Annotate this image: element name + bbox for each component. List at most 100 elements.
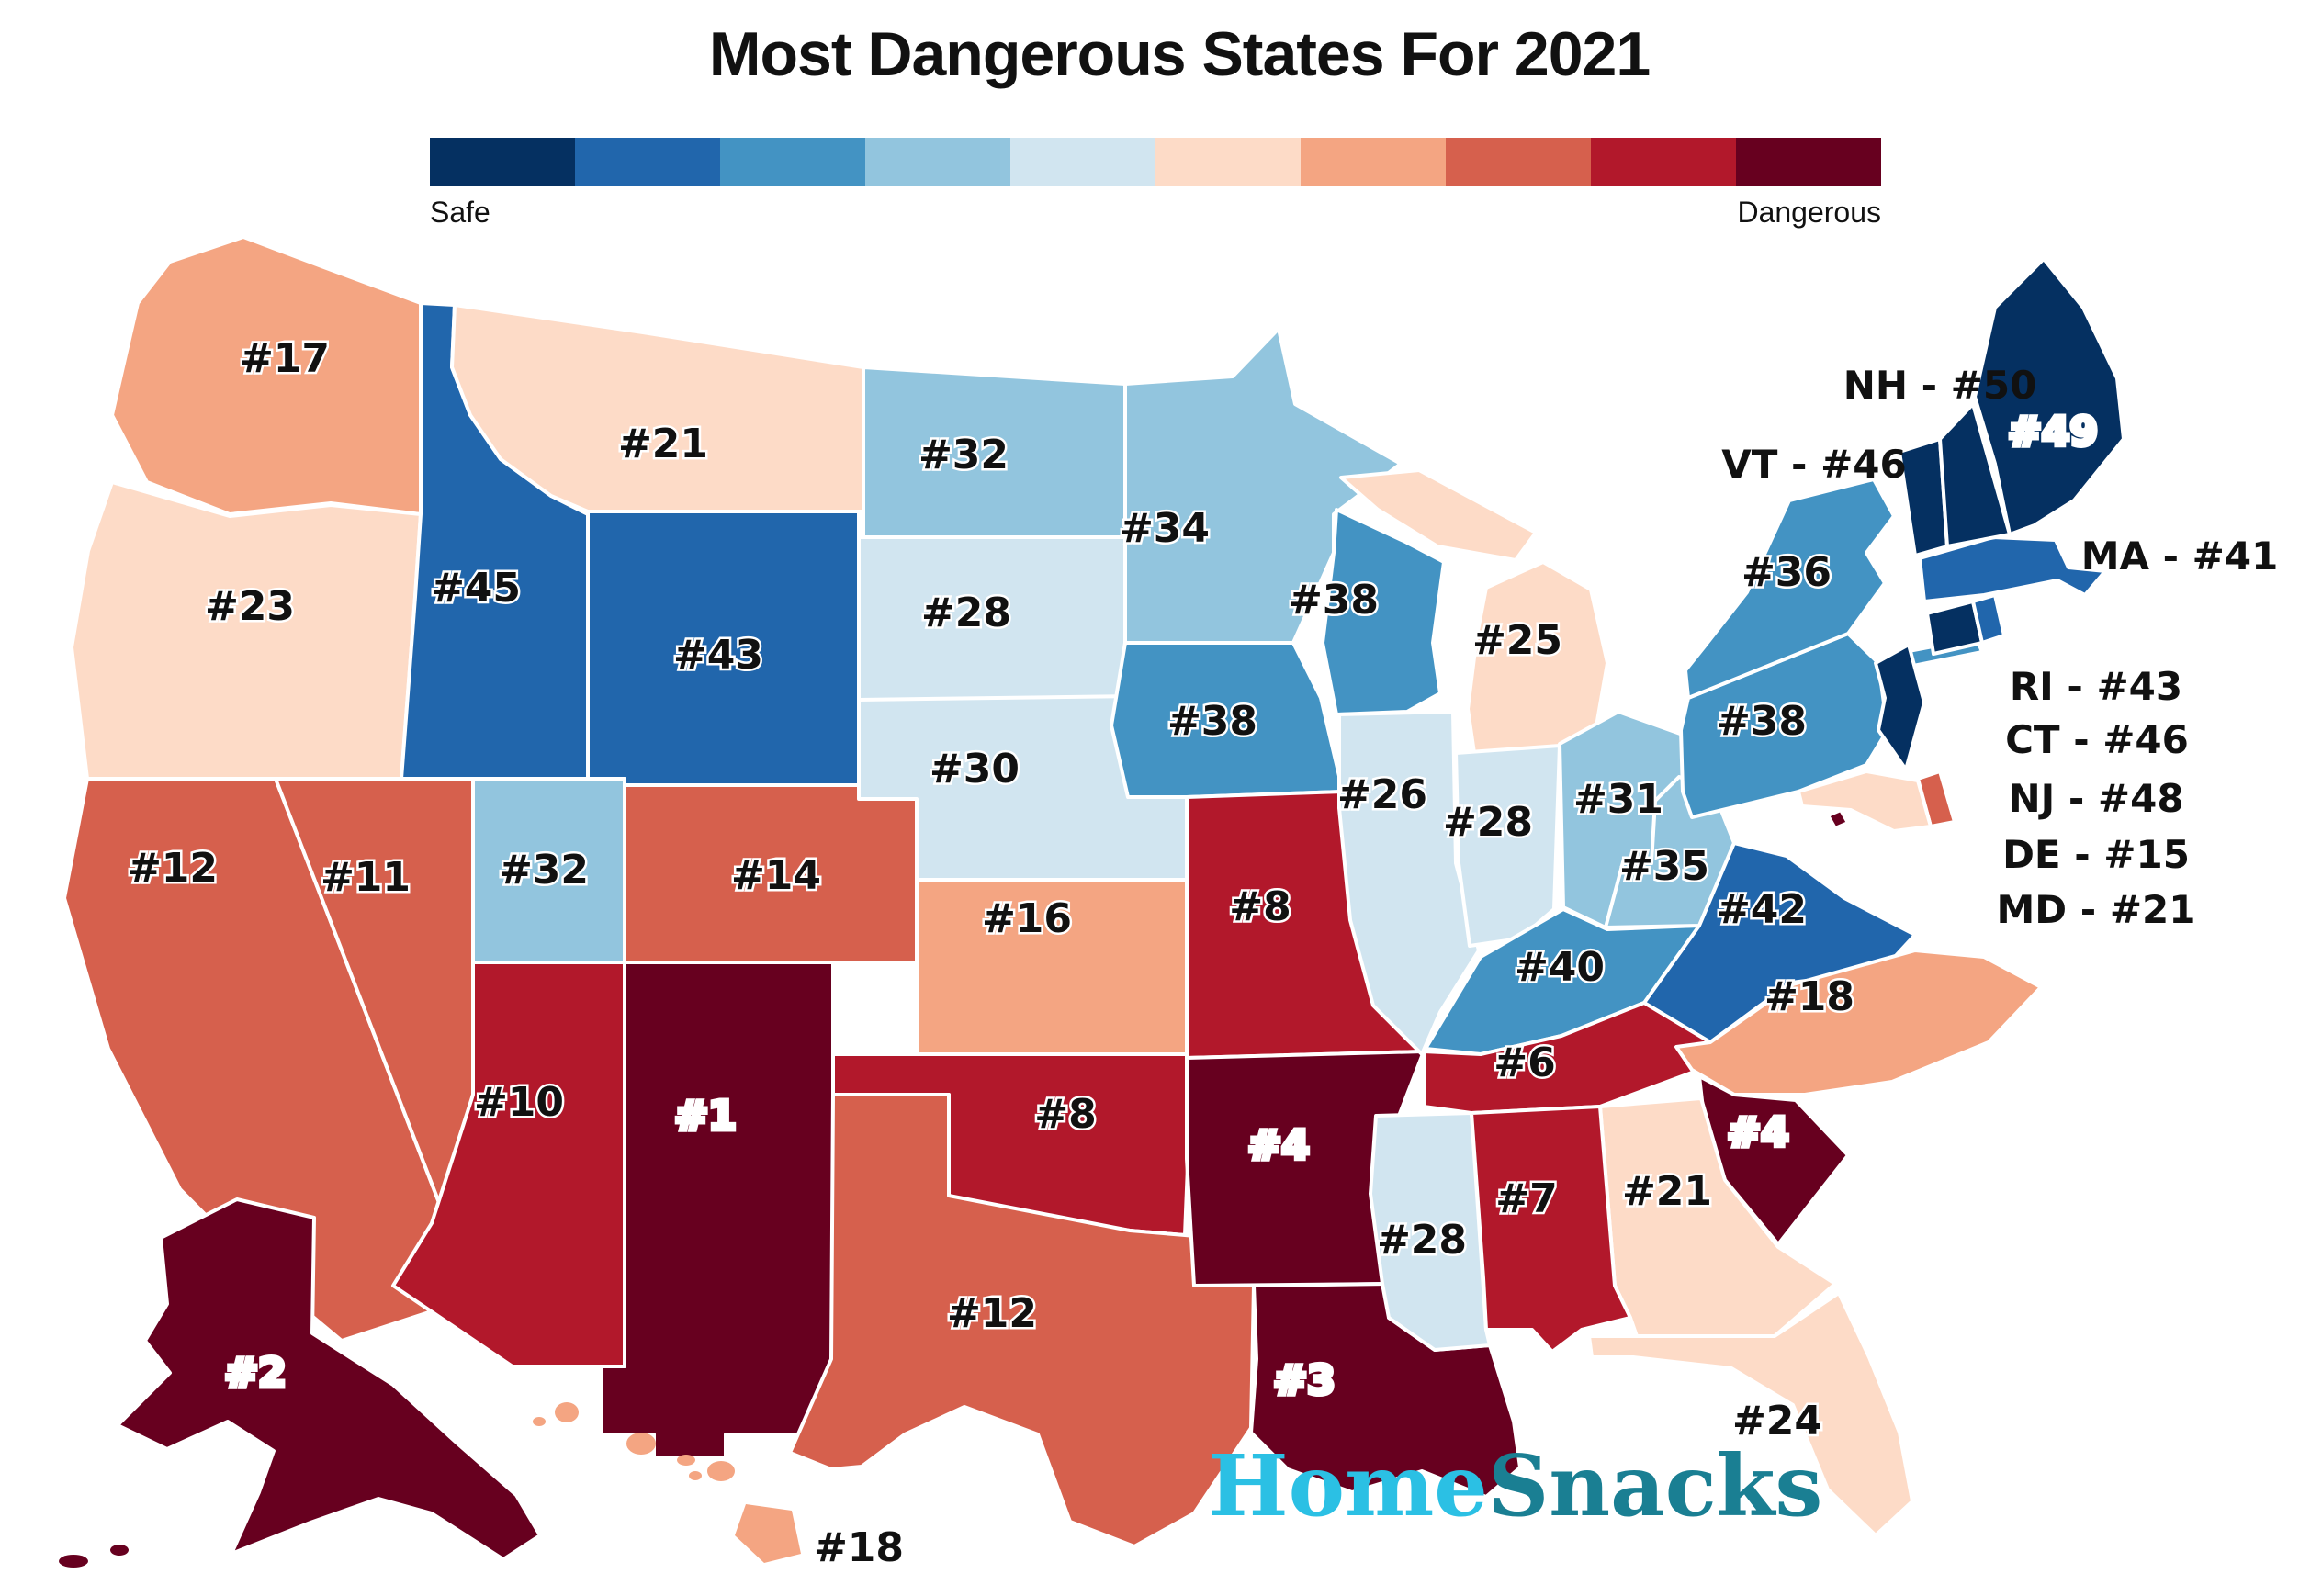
label-minnesota: #34: [1120, 505, 1210, 552]
legend-swatch-1: [430, 138, 575, 186]
state-new-mexico: [600, 961, 835, 1460]
state-florida: [1587, 1291, 1914, 1537]
hawaii-island: [707, 1461, 735, 1481]
label-michigan: #25: [1472, 617, 1562, 664]
state-new-york: [1684, 478, 1896, 700]
label-new-mexico: #1: [674, 1093, 736, 1140]
hawaii-island: [555, 1402, 579, 1422]
legend-swatch-4: [865, 138, 1010, 186]
label-utah: #32: [499, 847, 589, 894]
hawaii-island: [626, 1433, 656, 1455]
label-hawaii: #18: [814, 1524, 904, 1571]
annotation-vermont: VT - #46: [1721, 442, 1906, 487]
homesnacks-logo: HomeSnacks: [1209, 1436, 1823, 1535]
label-north-carolina: #18: [1764, 973, 1854, 1020]
label-indiana: #28: [1443, 799, 1533, 846]
label-colorado: #14: [731, 852, 821, 899]
label-north-dakota: #32: [919, 432, 1009, 478]
label-california: #12: [128, 845, 218, 892]
label-oregon: #23: [205, 583, 295, 630]
label-montana: #21: [618, 421, 708, 467]
label-kansas: #16: [982, 895, 1072, 942]
annotation-new-jersey: NJ - #48: [2008, 776, 2183, 821]
label-wisconsin: #38: [1289, 577, 1379, 624]
legend-swatch-2: [575, 138, 720, 186]
legend-safe-label: Safe: [430, 196, 490, 229]
label-maine: #49: [2008, 409, 2098, 455]
state-illinois: [1337, 710, 1481, 1056]
label-virginia: #42: [1717, 886, 1807, 933]
legend-color-bar: Safe Dangerous: [430, 138, 1881, 229]
label-arizona: #10: [474, 1079, 564, 1126]
label-missouri: #8: [1229, 883, 1291, 930]
label-illinois: #26: [1337, 771, 1427, 818]
logo-snacks-text: Snacks: [1488, 1436, 1823, 1535]
label-ohio: #31: [1573, 776, 1663, 823]
state-oregon: [70, 480, 423, 781]
label-oklahoma: #8: [1034, 1091, 1096, 1138]
label-texas: #12: [947, 1290, 1037, 1337]
states-layer: [59, 235, 2125, 1568]
legend-swatch-9: [1591, 138, 1736, 186]
label-kentucky: #40: [1515, 944, 1605, 991]
label-wyoming: #43: [673, 632, 763, 679]
legend-swatch-3: [720, 138, 865, 186]
label-louisiana: #3: [1273, 1357, 1335, 1404]
legend-dangerous-label: Dangerous: [1737, 196, 1881, 229]
state-alabama: [1470, 1105, 1632, 1354]
label-alaska: #2: [224, 1350, 286, 1397]
annotation-delaware: DE - #15: [2002, 832, 2190, 877]
state-district-of-columbia: [1826, 808, 1850, 830]
label-georgia: #21: [1622, 1168, 1712, 1215]
page-title: Most Dangerous States For 2021: [709, 19, 1650, 89]
legend-swatch-10: [1736, 138, 1881, 186]
hawaii-island: [677, 1455, 695, 1466]
annotation-new-hampshire: NH - #50: [1843, 363, 2037, 408]
label-new-york: #36: [1742, 549, 1832, 596]
label-nevada: #11: [321, 854, 411, 901]
hawaii-island: [689, 1471, 702, 1480]
label-mississippi: #28: [1377, 1217, 1467, 1264]
legend-swatch-8: [1446, 138, 1591, 186]
label-idaho: #45: [431, 565, 521, 612]
legend-swatch-5: [1010, 138, 1155, 186]
label-washington: #17: [240, 335, 330, 382]
annotation-massachusetts: MA - #41: [2081, 534, 2279, 579]
logo-home-text: Home: [1209, 1436, 1488, 1535]
label-south-dakota: #28: [921, 590, 1011, 636]
state-michigan-upper-peninsula: [1339, 468, 1538, 562]
annotation-maryland: MD - #21: [1997, 887, 2196, 932]
legend-swatch-6: [1155, 138, 1301, 186]
state-massachusetts: [1918, 535, 2107, 603]
state-wisconsin: [1321, 508, 1446, 716]
alaska-aleutian-island: [59, 1555, 88, 1568]
hawaii-big-island: [735, 1504, 801, 1563]
label-west-virginia: #35: [1619, 843, 1709, 890]
label-iowa: #38: [1167, 698, 1257, 745]
state-montana: [450, 303, 865, 513]
alaska-aleutian-island: [110, 1545, 129, 1556]
state-alaska: [116, 1197, 542, 1561]
legend-swatch-7: [1301, 138, 1446, 186]
label-arkansas: #4: [1247, 1122, 1309, 1169]
annotation-rhode-island: RI - #43: [2010, 664, 2182, 709]
state-maryland: [1797, 770, 1933, 833]
state-hawaii: [533, 1402, 801, 1563]
label-tennessee: #6: [1494, 1040, 1555, 1086]
annotation-connecticut: CT - #46: [2005, 717, 2189, 762]
northeast-annotations: NH - #50 VT - #46 MA - #41 RI - #43 CT -…: [1721, 363, 2278, 932]
label-south-carolina: #4: [1727, 1109, 1788, 1156]
label-nebraska: #30: [930, 746, 1020, 792]
state-rhode-island: [1971, 593, 2006, 645]
label-florida: #24: [1732, 1398, 1822, 1444]
state-rank-labels: #17 #23 #12 #11 #45 #21 #43 #32 #14 #10 …: [125, 333, 2100, 1574]
state-maine: [1973, 257, 2125, 536]
state-new-jersey: [1874, 643, 1926, 771]
label-pennsylvania: #38: [1717, 698, 1807, 745]
state-indiana: [1454, 744, 1561, 948]
state-pennsylvania: [1679, 632, 1889, 819]
state-texas: [788, 1093, 1324, 1548]
label-alabama: #7: [1495, 1175, 1557, 1222]
